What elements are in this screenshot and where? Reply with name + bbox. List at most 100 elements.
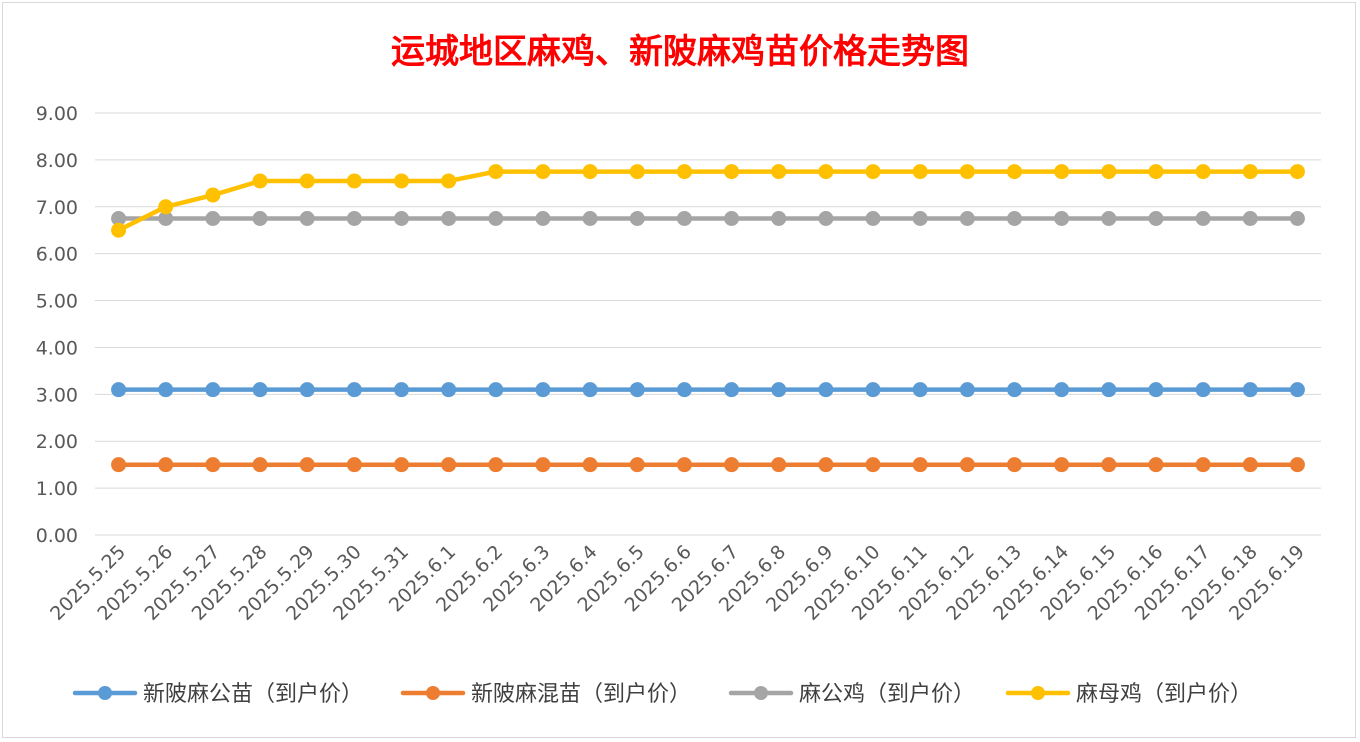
data-point bbox=[535, 457, 551, 473]
data-point bbox=[394, 173, 409, 189]
legend-entry: 麻公鸡（到户价） bbox=[799, 682, 975, 707]
data-point bbox=[205, 187, 221, 203]
data-point bbox=[724, 457, 740, 473]
y-tick-label: 2.00 bbox=[36, 431, 78, 453]
data-point bbox=[158, 382, 174, 398]
data-point bbox=[771, 211, 787, 226]
legend-entry: 麻母鸡（到户价） bbox=[1076, 682, 1252, 707]
y-tick-label: 8.00 bbox=[36, 150, 78, 172]
data-point bbox=[441, 457, 457, 473]
data-point bbox=[676, 457, 692, 473]
data-point bbox=[582, 164, 598, 180]
data-point bbox=[488, 382, 504, 398]
data-point bbox=[1101, 164, 1117, 180]
data-point bbox=[771, 382, 787, 398]
data-point bbox=[252, 457, 268, 473]
data-point bbox=[818, 211, 834, 226]
data-point bbox=[1289, 164, 1305, 180]
data-point bbox=[488, 164, 504, 180]
legend-marker bbox=[426, 686, 440, 700]
data-point bbox=[1148, 211, 1164, 226]
data-point bbox=[299, 173, 315, 189]
y-tick-label: 7.00 bbox=[36, 197, 78, 219]
data-point bbox=[158, 457, 174, 473]
data-point bbox=[959, 164, 975, 180]
data-point bbox=[582, 382, 598, 398]
data-point bbox=[1054, 382, 1070, 398]
y-tick-label: 0.00 bbox=[36, 525, 78, 547]
data-point bbox=[252, 211, 268, 226]
data-point bbox=[724, 382, 740, 398]
data-point bbox=[1242, 382, 1258, 398]
data-point bbox=[1148, 164, 1164, 180]
data-point bbox=[1195, 211, 1211, 226]
data-point bbox=[111, 382, 127, 398]
data-point bbox=[1101, 382, 1117, 398]
data-point bbox=[252, 382, 268, 398]
data-point bbox=[1289, 457, 1305, 473]
data-point bbox=[205, 457, 221, 473]
data-point bbox=[676, 211, 692, 226]
data-point bbox=[1148, 457, 1164, 473]
data-point bbox=[441, 173, 457, 189]
data-point bbox=[535, 382, 551, 398]
data-point bbox=[912, 211, 928, 226]
y-tick-label: 4.00 bbox=[36, 337, 78, 359]
data-point bbox=[724, 211, 740, 226]
data-point bbox=[441, 211, 457, 226]
data-point bbox=[771, 164, 787, 180]
data-point bbox=[299, 457, 315, 473]
data-point bbox=[629, 457, 645, 473]
data-point bbox=[1054, 211, 1070, 226]
data-point bbox=[205, 382, 221, 398]
data-point bbox=[1242, 211, 1258, 226]
data-point bbox=[346, 457, 362, 473]
data-point bbox=[1007, 211, 1022, 226]
legend-marker bbox=[98, 686, 112, 700]
legend-marker bbox=[1031, 686, 1045, 700]
data-point bbox=[394, 457, 409, 473]
data-point bbox=[865, 457, 881, 473]
data-point bbox=[346, 211, 362, 226]
data-point bbox=[488, 211, 504, 226]
data-point bbox=[1148, 382, 1164, 398]
data-point bbox=[394, 211, 409, 226]
data-point bbox=[299, 211, 315, 226]
data-point bbox=[771, 457, 787, 473]
data-point bbox=[676, 382, 692, 398]
data-point bbox=[158, 199, 174, 215]
data-point bbox=[912, 382, 928, 398]
data-point bbox=[676, 164, 692, 180]
data-point bbox=[1007, 164, 1022, 180]
data-point bbox=[394, 382, 409, 398]
data-point bbox=[865, 164, 881, 180]
data-point bbox=[1195, 382, 1211, 398]
y-tick-label: 3.00 bbox=[36, 384, 78, 406]
chart-title: 运城地区麻鸡、新陂麻鸡苗价格走势图 bbox=[391, 32, 969, 72]
data-point bbox=[1007, 457, 1022, 473]
y-tick-label: 6.00 bbox=[36, 244, 78, 266]
data-point bbox=[535, 164, 551, 180]
data-point bbox=[629, 164, 645, 180]
data-point bbox=[1054, 457, 1070, 473]
data-point bbox=[818, 164, 834, 180]
y-tick-label: 5.00 bbox=[36, 291, 78, 313]
data-point bbox=[912, 164, 928, 180]
data-point bbox=[252, 173, 268, 189]
data-point bbox=[1289, 211, 1305, 226]
data-point bbox=[865, 382, 881, 398]
data-point bbox=[1101, 211, 1117, 226]
data-point bbox=[299, 382, 315, 398]
y-tick-label: 1.00 bbox=[36, 478, 78, 500]
data-point bbox=[1242, 457, 1258, 473]
data-point bbox=[535, 211, 551, 226]
data-point bbox=[441, 382, 457, 398]
data-point bbox=[582, 457, 598, 473]
data-point bbox=[959, 382, 975, 398]
data-point bbox=[959, 457, 975, 473]
data-point bbox=[111, 222, 127, 238]
y-tick-label: 9.00 bbox=[36, 103, 78, 125]
data-point bbox=[1054, 164, 1070, 180]
